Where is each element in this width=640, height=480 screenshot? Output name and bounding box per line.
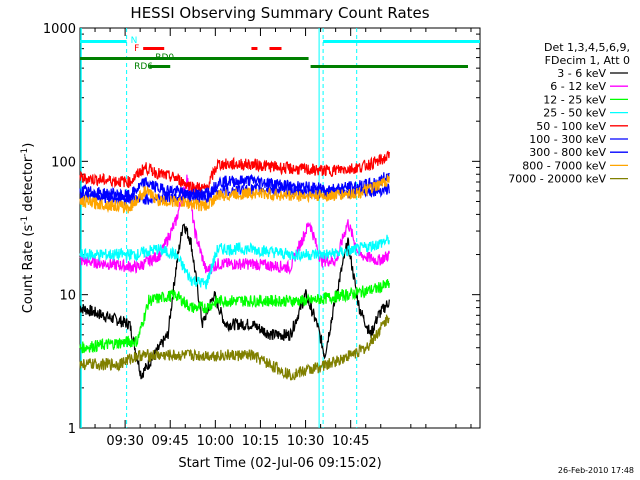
y-tick-label: 100	[51, 155, 76, 170]
x-tick-label: 09:45	[151, 434, 188, 449]
y-label-sup-2: -1	[20, 148, 30, 157]
x-tick-label: 10:15	[242, 434, 279, 449]
y-label-part-1: Count Rate (s	[21, 225, 36, 314]
series-line-6	[79, 172, 390, 205]
y-tick-label: 1	[68, 422, 76, 437]
series-line-2	[79, 174, 390, 275]
y-tick-label: 10	[59, 289, 76, 304]
flag-bar-rd0	[80, 57, 309, 60]
series-line-5	[79, 150, 390, 195]
series-line-9	[79, 314, 390, 381]
legend-entry-label: 7000 - 20000 keV	[508, 173, 606, 186]
flag-bar-n	[80, 40, 127, 43]
x-tick-label: 10:00	[197, 434, 234, 449]
y-tick-label: 1000	[43, 22, 76, 37]
flag-bar-rd6	[149, 65, 171, 68]
legend-entry-label: 12 - 25 keV	[543, 93, 606, 106]
x-tick-label: 09:30	[106, 434, 143, 449]
x-tick-label: 10:30	[287, 434, 324, 449]
legend-entry-label: 50 - 100 keV	[536, 120, 606, 133]
series-lines	[79, 150, 390, 381]
y-label-sup-1: -1	[20, 216, 30, 225]
axis-ticks: 09:30 09:45 10:00 10:15 10:30 10:45 1 10 100 1000	[43, 22, 480, 449]
series-line-3	[79, 278, 390, 354]
y-axis-label: Count Rate (s-1 detector-1)	[20, 143, 36, 314]
legend: Det 1,3,4,5,6,9,FDecim 1, Att 03 - 6 keV…	[508, 41, 630, 186]
flag-label-f: F	[134, 44, 139, 54]
legend-entry-label: 25 - 50 keV	[543, 107, 606, 120]
legend-entry-label: 6 - 12 keV	[550, 80, 606, 93]
flag-bar-rd0	[310, 65, 468, 68]
legend-entry-label: 800 - 7000 keV	[522, 159, 606, 172]
flag-label-rd6: RD6	[134, 62, 153, 72]
plot-frame	[79, 27, 481, 429]
flag-bar-n	[323, 40, 480, 43]
flag-bar-f	[143, 47, 165, 50]
legend-entry-label: 3 - 6 keV	[557, 67, 606, 80]
chart-title: HESSI Observing Summary Count Rates	[130, 4, 429, 22]
x-tick-label: 10:45	[332, 434, 369, 449]
x-axis-label: Start Time (02-Jul-06 09:15:02)	[178, 456, 381, 471]
series-line-8	[79, 174, 390, 214]
legend-header: FDecim 1, Att 0	[545, 54, 630, 67]
legend-header: Det 1,3,4,5,6,9,	[544, 41, 630, 54]
y-label-part-3: )	[21, 143, 36, 148]
flag-label-rd0: RD0	[155, 53, 174, 63]
flag-label-n: N	[131, 36, 138, 46]
timestamp-footer: 26-Feb-2010 17:48	[557, 466, 634, 475]
series-line-4	[79, 234, 390, 290]
flag-bar-f	[251, 47, 258, 50]
flag-bar-f	[269, 47, 282, 50]
y-label-part-2: detector	[21, 156, 36, 216]
legend-entry-label: 100 - 300 keV	[529, 133, 606, 146]
legend-entry-label: 300 - 800 keV	[529, 146, 606, 159]
